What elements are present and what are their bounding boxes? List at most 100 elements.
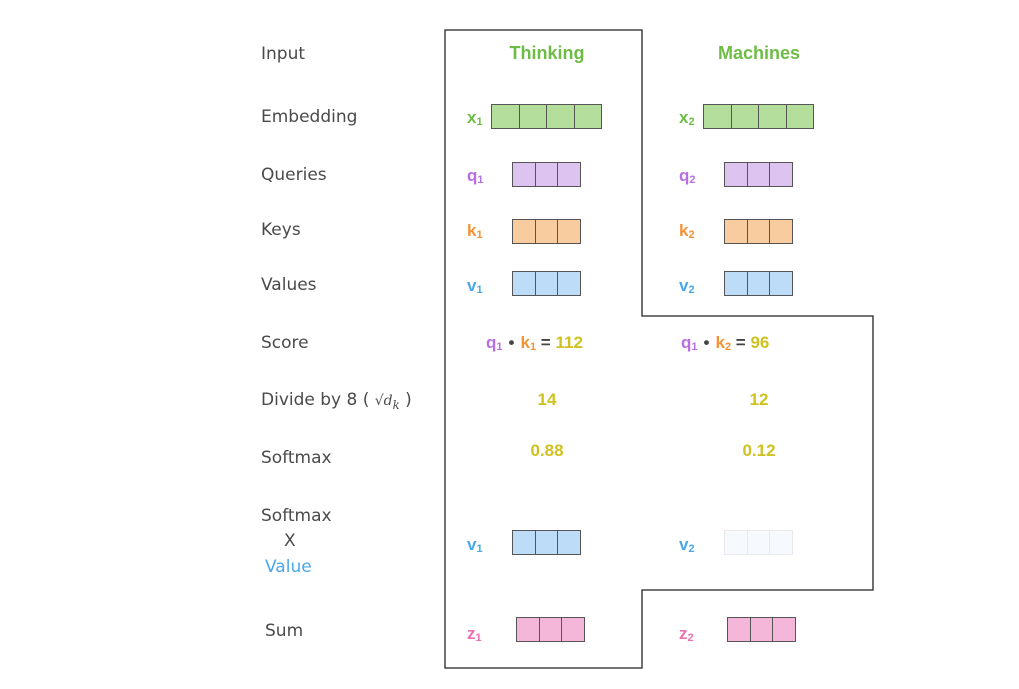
column-word-machines: Machines [717, 43, 801, 63]
row-label-softmax-x-value-3: Value [265, 557, 312, 577]
key-vector-2 [724, 219, 793, 244]
outline-shape [444, 29, 874, 669]
vector-cell [574, 105, 601, 128]
vector-cell [513, 220, 536, 243]
row-label-values: Values [261, 275, 317, 295]
sqrt-k: k [392, 397, 400, 412]
vector-cell [750, 618, 774, 641]
sqrt-dk-formula: √dk [374, 393, 400, 412]
vector-cell [759, 105, 787, 128]
row-label-softmax: Softmax [261, 448, 332, 468]
output-label-2-letter: z [679, 624, 688, 643]
value-vector-1 [512, 271, 581, 296]
row-label-embedding: Embedding [261, 107, 358, 127]
vector-cell [562, 618, 585, 641]
vector-cell [770, 220, 793, 243]
embedding-label-1: x1 [467, 108, 483, 128]
query-label-2-sub: 2 [689, 174, 696, 186]
row-label-score: Score [261, 333, 309, 353]
weighted-value-label-1-sub: 1 [476, 543, 483, 555]
vector-cell [770, 272, 793, 295]
score-expression-2: q1 • k2 = 96 [681, 333, 769, 353]
weighted-value-vector-2 [724, 530, 793, 555]
divided-score-1: 14 [537, 390, 557, 409]
embedding-label-1-sub: 1 [476, 116, 483, 128]
value-label-1-letter: v [467, 276, 477, 295]
divide-prefix: Divide by 8 ( [261, 390, 370, 410]
weighted-value-label-2: v2 [679, 535, 695, 555]
score-1-dot: • [508, 333, 515, 352]
divide-suffix: ) [405, 390, 412, 410]
vector-cell [770, 531, 793, 554]
value-label-2-sub: 2 [688, 284, 695, 296]
row-label-softmax-x-value-1: Softmax [261, 506, 332, 526]
key-vector-1 [512, 219, 581, 244]
vector-cell [747, 531, 771, 554]
vector-cell [725, 531, 748, 554]
weighted-value-label-2-letter: v [679, 535, 689, 554]
output-label-2: z2 [679, 624, 694, 644]
vector-cell [535, 163, 559, 186]
score-1-k-sub: 1 [529, 341, 537, 353]
vector-cell [747, 272, 771, 295]
score-2-k-letter: k [715, 333, 725, 352]
score-2-q: q1 [681, 333, 698, 353]
sqrt-d: √d [374, 393, 393, 409]
key-label-2-letter: k [679, 221, 689, 240]
vector-cell [773, 618, 796, 641]
output-vector-2 [727, 617, 796, 642]
vector-cell [786, 105, 813, 128]
softmax-score-2: 0.12 [742, 441, 776, 460]
score-2-dot: • [703, 333, 710, 352]
query-label-1: q1 [467, 166, 484, 186]
output-label-1-letter: z [467, 624, 476, 643]
vector-cell [558, 531, 581, 554]
weighted-value-label-1-letter: v [467, 535, 477, 554]
vector-cell [519, 105, 547, 128]
score-2-k-sub: 2 [724, 341, 732, 353]
query-label-1-sub: 1 [477, 174, 484, 186]
score-2-equals: = [735, 333, 746, 352]
vector-cell [513, 531, 536, 554]
weighted-value-label-1: v1 [467, 535, 483, 555]
vector-cell [535, 531, 559, 554]
row-label-divide: Divide by 8 ( √dk ) [261, 390, 412, 412]
embedding-label-2-sub: 2 [688, 116, 695, 128]
embedding-label-2: x2 [679, 108, 695, 128]
score-expression-1: q1 • k1 = 112 [486, 333, 583, 353]
vector-cell [535, 272, 559, 295]
vector-cell [517, 618, 540, 641]
query-vector-2 [724, 162, 793, 187]
row-label-sum: Sum [265, 621, 304, 641]
score-2-k: k2 [715, 333, 732, 353]
vector-cell [513, 272, 536, 295]
score-2-value: 96 [750, 333, 770, 352]
score-1-value: 112 [555, 333, 583, 352]
value-label-2-letter: v [679, 276, 689, 295]
vector-cell [547, 105, 575, 128]
row-label-keys: Keys [261, 220, 301, 240]
vector-cell [770, 163, 793, 186]
row-label-queries: Queries [261, 165, 327, 185]
score-1-k-letter: k [520, 333, 530, 352]
key-label-1-letter: k [467, 221, 477, 240]
vector-cell [558, 272, 581, 295]
score-1-q: q1 [486, 333, 503, 353]
value-label-1-sub: 1 [476, 284, 483, 296]
vector-cell [728, 618, 751, 641]
row-label-input: Input [261, 44, 306, 64]
vector-cell [558, 163, 581, 186]
value-vector-2 [724, 271, 793, 296]
query-label-1-letter: q [467, 166, 478, 185]
vector-cell [725, 220, 748, 243]
vector-cell [747, 163, 771, 186]
embedding-label-1-letter: x [467, 108, 477, 127]
key-label-2: k2 [679, 221, 695, 241]
embedding-vector-1 [491, 104, 602, 129]
value-label-2: v2 [679, 276, 695, 296]
output-vector-1 [516, 617, 585, 642]
output-label-1-sub: 1 [475, 632, 482, 644]
score-1-q-sub: 1 [496, 341, 503, 353]
